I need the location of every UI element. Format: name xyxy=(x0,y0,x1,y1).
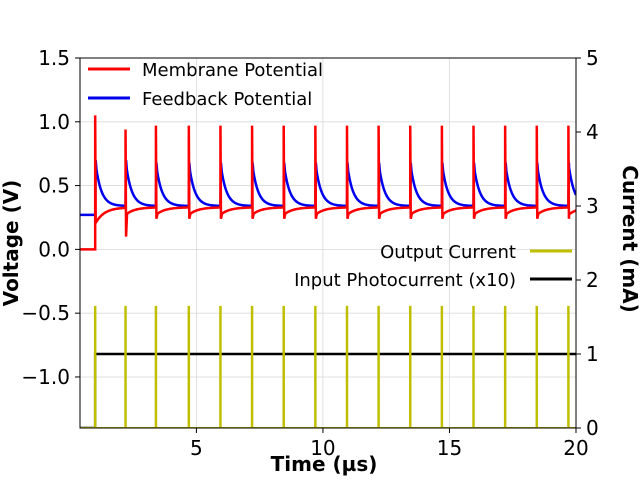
legend-upper: Membrane Potential Feedback Potential xyxy=(88,60,323,110)
y-left-tick-label: −1.0 xyxy=(21,365,70,389)
legend-label-membrane: Membrane Potential xyxy=(142,60,323,81)
y-right-tick-label: 5 xyxy=(586,46,599,70)
x-tick-label: 15 xyxy=(437,436,462,460)
legend-label-feedback: Feedback Potential xyxy=(142,89,312,110)
legend-label-input-photocurrent: Input Photocurrent (x10) xyxy=(294,270,516,291)
y-axis-label-left: Voltage (V) xyxy=(0,180,23,307)
x-tick-label: 10 xyxy=(310,436,335,460)
x-axis-label: Time (µs) xyxy=(271,452,378,476)
y-right-tick-label: 0 xyxy=(586,416,599,440)
series-layer xyxy=(80,115,576,428)
plot-background xyxy=(80,58,576,428)
series-membrane-potential xyxy=(80,115,576,251)
plot-frame xyxy=(79,57,577,429)
y-axis-label-right: Current (mA) xyxy=(618,165,640,313)
y-left-tick-label: 1.5 xyxy=(38,46,70,70)
legend-label-output-current: Output Current xyxy=(380,242,516,263)
y-left-tick-label: −0.5 xyxy=(21,301,70,325)
grid xyxy=(80,57,577,428)
series-output-current xyxy=(80,305,576,428)
y-left-tick-label: 0.5 xyxy=(38,174,70,198)
y-right-tick-label: 1 xyxy=(586,342,599,366)
y-right-tick-label: 4 xyxy=(586,120,599,144)
y-right-tick-label: 2 xyxy=(586,268,599,292)
legend-lower: Output Current Input Photocurrent (x10) xyxy=(294,242,572,291)
y-left-tick-label: 1.0 xyxy=(38,110,70,134)
x-tick-label: 20 xyxy=(563,436,588,460)
y-right-tick-label: 3 xyxy=(586,194,599,218)
y-left-tick-label: 0.0 xyxy=(38,237,70,261)
x-tick-label: 5 xyxy=(190,436,203,460)
